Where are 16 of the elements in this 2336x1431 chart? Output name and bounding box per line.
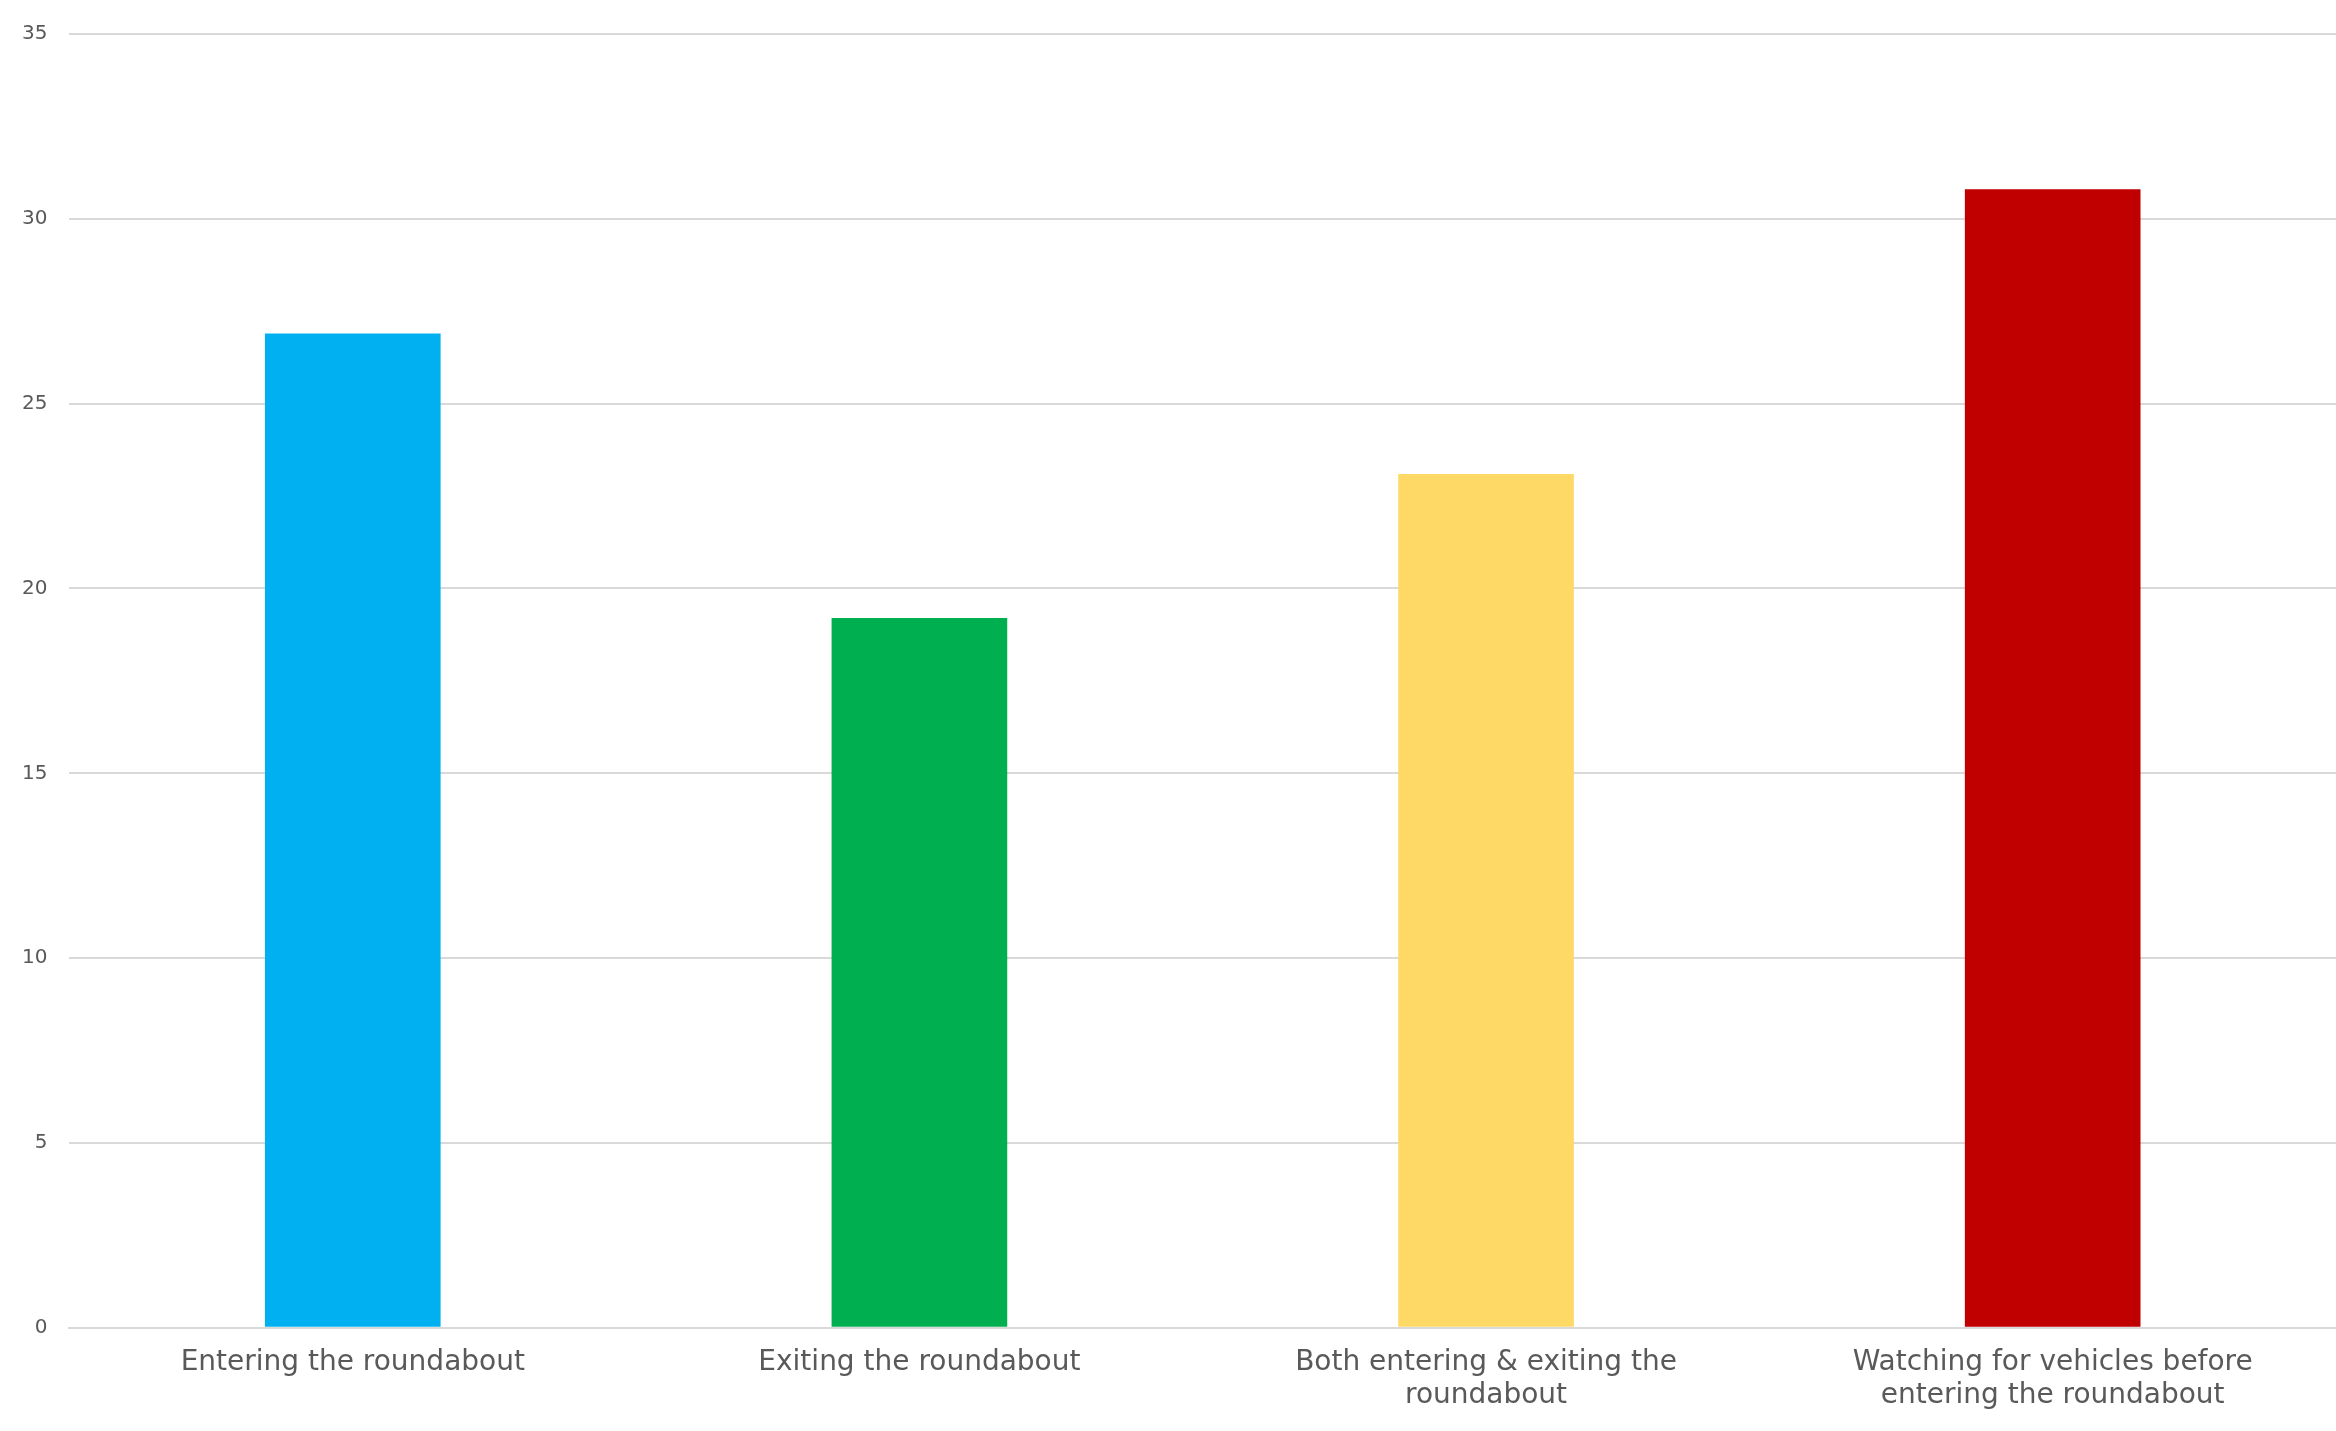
y-tick-label: 30 bbox=[22, 205, 48, 230]
y-tick-label: 35 bbox=[22, 20, 48, 45]
x-tick-label: Entering the roundabout bbox=[180, 1343, 525, 1377]
y-tick-label: 0 bbox=[34, 1314, 48, 1338]
y-tick-label: 25 bbox=[22, 389, 48, 414]
bar bbox=[831, 618, 1008, 1327]
x-tick-label: Watching for vehicles before entering the roundabout bbox=[1852, 1343, 2253, 1411]
bar bbox=[264, 333, 441, 1327]
y-tick-label: 5 bbox=[34, 1129, 48, 1154]
bar bbox=[1398, 473, 1574, 1327]
x-tick-label: Both entering & exiting the roundabout bbox=[1295, 1343, 1677, 1411]
y-tick-label: 10 bbox=[22, 944, 48, 969]
y-tick-label: 15 bbox=[22, 759, 48, 784]
y-tick-label: 20 bbox=[22, 574, 48, 599]
x-tick-label: Exiting the roundabout bbox=[758, 1343, 1081, 1377]
bar bbox=[1964, 189, 2141, 1327]
